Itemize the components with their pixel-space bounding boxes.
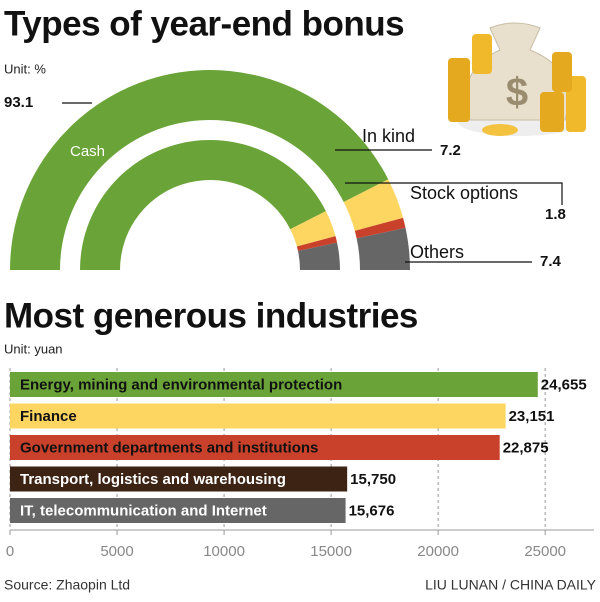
value-label: 15,676 [349, 502, 395, 519]
x-tick-label: 5000 [100, 543, 133, 560]
x-tick-label: 25000 [524, 543, 566, 560]
x-tick-label: 15000 [310, 543, 352, 560]
arc-segment [356, 227, 410, 270]
arc-segment [297, 242, 340, 270]
arc-segment [343, 179, 404, 231]
bar-category-label: Transport, logistics and warehousing [20, 471, 286, 488]
unit-label: Unit: yuan [4, 341, 63, 356]
arc-segment [80, 139, 326, 270]
chart-title: Types of year-end bonus [4, 4, 404, 43]
leader-line [345, 182, 563, 205]
category-label: In kind [362, 126, 415, 146]
bar-category-label: IT, telecommunication and Internet [20, 502, 267, 519]
x-tick-label: 0 [6, 543, 14, 560]
bar [10, 498, 346, 523]
arc-segment [296, 236, 338, 252]
x-tick-label: 20000 [417, 543, 459, 560]
category-label: Cash [70, 143, 105, 160]
bar-category-label: Government departments and institutions [20, 439, 318, 456]
unit-label: Unit: % [4, 61, 46, 76]
bar [10, 403, 506, 429]
bar [10, 372, 538, 397]
arc-segment [290, 211, 336, 247]
value-label: 22,875 [503, 439, 549, 456]
arc-segment [10, 70, 389, 270]
value-label: 93.1 [4, 94, 33, 111]
value-label: 7.2 [440, 142, 461, 159]
credit: LIU LUNAN / CHINA DAILY [425, 577, 597, 593]
svg-text:$: $ [506, 71, 528, 115]
value-label: 1.8 [545, 206, 566, 223]
bar-category-label: Energy, mining and environmental protect… [20, 376, 342, 393]
x-tick-label: 10000 [203, 543, 245, 560]
value-label: 24,655 [541, 376, 587, 393]
category-label: Others [410, 242, 464, 262]
value-label: 23,151 [509, 408, 555, 425]
money-bag-illustration: $ [448, 22, 586, 136]
category-label: Stock options [410, 183, 518, 203]
chart-title: Most generous industries [4, 296, 418, 335]
bar-category-label: Finance [20, 408, 77, 425]
value-label: 7.4 [540, 253, 562, 270]
arc-segment [354, 217, 406, 239]
bar [10, 435, 500, 460]
source: Source: Zhaopin Ltd [4, 577, 130, 593]
value-label: 15,750 [350, 471, 396, 488]
bar [10, 466, 348, 492]
